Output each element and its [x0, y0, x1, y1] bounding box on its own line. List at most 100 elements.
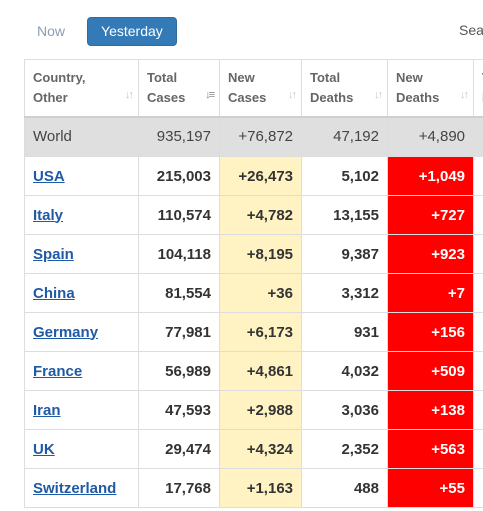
new-deaths-cell: +7 [387, 273, 474, 313]
new-deaths-cell: +509 [387, 351, 474, 391]
total-recovered-cell [473, 156, 483, 196]
new-deaths-cell: +156 [387, 312, 474, 352]
new-cases-cell: +4,324 [219, 429, 302, 469]
total-recovered-cell [473, 390, 483, 430]
world-total-cases: 935,197 [138, 115, 220, 157]
header-new-cases-line2: Cases [228, 89, 267, 105]
new-cases-cell: +8,195 [219, 234, 302, 274]
new-deaths-cell: +923 [387, 234, 474, 274]
header-total-cases-line2: Cases [147, 89, 186, 105]
total-cases-cell: 29,474 [138, 429, 220, 469]
header-total-cases[interactable]: Total Cases ↓≡ [138, 59, 220, 118]
new-cases-cell: +4,782 [219, 195, 302, 235]
new-deaths-cell: +727 [387, 195, 474, 235]
total-deaths-cell: 3,312 [301, 273, 388, 313]
country-cell: Switzerland [24, 468, 139, 508]
header-country-line1: Country, [33, 69, 86, 85]
total-cases-cell: 47,593 [138, 390, 220, 430]
new-cases-cell: +26,473 [219, 156, 302, 196]
new-cases-cell: +2,988 [219, 390, 302, 430]
country-link[interactable]: UK [33, 440, 55, 458]
country-cell: UK [24, 429, 139, 469]
world-new-deaths: +4,890 [387, 115, 474, 157]
tab-now[interactable]: Now [37, 23, 66, 39]
sort-arrows-icon: ↓↑ [288, 88, 297, 101]
total-deaths-cell: 488 [301, 468, 388, 508]
country-cell: France [24, 351, 139, 391]
new-deaths-cell: +1,049 [387, 156, 474, 196]
country-link[interactable]: Spain [33, 245, 74, 263]
total-recovered-cell [473, 234, 483, 274]
table-row: China 81,554 +36 3,312 +7 [24, 273, 483, 313]
header-total-recovered[interactable]: TR [473, 59, 483, 118]
header-new-deaths[interactable]: New Deaths ↓↑ [387, 59, 474, 118]
total-recovered-cell [473, 312, 483, 352]
country-cell: China [24, 273, 139, 313]
header-country[interactable]: Country, Other ↓↑ [24, 59, 139, 118]
sort-arrows-icon: ↓↑ [374, 88, 383, 101]
new-cases-cell: +36 [219, 273, 302, 313]
header-total-deaths-line1: Total [310, 69, 341, 85]
country-cell: Iran [24, 390, 139, 430]
country-link[interactable]: China [33, 284, 75, 302]
total-deaths-cell: 4,032 [301, 351, 388, 391]
country-cell: Italy [24, 195, 139, 235]
total-cases-cell: 81,554 [138, 273, 220, 313]
total-cases-cell: 104,118 [138, 234, 220, 274]
country-cell: Germany [24, 312, 139, 352]
table-row: Germany 77,981 +6,173 931 +156 [24, 312, 483, 352]
total-recovered-cell [473, 468, 483, 508]
header-total-cases-line1: Total [147, 69, 178, 85]
world-total-recovered [473, 115, 483, 157]
new-cases-cell: +1,163 [219, 468, 302, 508]
sort-arrows-icon: ↓↑ [460, 88, 469, 101]
country-link[interactable]: Germany [33, 323, 99, 341]
search-label: Search: [459, 22, 483, 38]
date-tabs: Now Yesterday [24, 17, 177, 46]
total-recovered-cell [473, 195, 483, 235]
table-row: Switzerland 17,768 +1,163 488 +55 [24, 468, 483, 508]
table-row: Iran 47,593 +2,988 3,036 +138 [24, 390, 483, 430]
total-cases-cell: 215,003 [138, 156, 220, 196]
table-row: Spain 104,118 +8,195 9,387 +923 [24, 234, 483, 274]
table-row: Italy 110,574 +4,782 13,155 +727 [24, 195, 483, 235]
new-deaths-cell: +55 [387, 468, 474, 508]
total-recovered-cell [473, 351, 483, 391]
total-cases-cell: 77,981 [138, 312, 220, 352]
total-recovered-cell [473, 273, 483, 313]
total-deaths-cell: 13,155 [301, 195, 388, 235]
new-cases-cell: +6,173 [219, 312, 302, 352]
header-new-cases[interactable]: New Cases ↓↑ [219, 59, 302, 118]
header-total-deaths-line2: Deaths [310, 89, 354, 105]
country-link[interactable]: France [33, 362, 83, 380]
header-country-line2: Other [33, 89, 68, 105]
new-deaths-cell: +563 [387, 429, 474, 469]
table-container: Country, Other ↓↑ Total Cases ↓≡ New Cases … [24, 59, 483, 511]
country-link[interactable]: Iran [33, 401, 61, 419]
tab-yesterday[interactable]: Yesterday [87, 17, 177, 46]
world-new-cases: +76,872 [219, 115, 302, 157]
total-deaths-cell: 931 [301, 312, 388, 352]
total-deaths-cell: 3,036 [301, 390, 388, 430]
header-row: Country, Other ↓↑ Total Cases ↓≡ New Cases … [24, 59, 483, 118]
total-deaths-cell: 2,352 [301, 429, 388, 469]
table-row: France 56,989 +4,861 4,032 +509 [24, 351, 483, 391]
country-link[interactable]: USA [33, 167, 65, 185]
sort-active-icon: ↓≡ [205, 88, 215, 101]
table-row: UK 29,474 +4,324 2,352 +563 [24, 429, 483, 469]
country-cell: Spain [24, 234, 139, 274]
table-row: USA 215,003 +26,473 5,102 +1,049 [24, 156, 483, 196]
header-total-deaths[interactable]: Total Deaths ↓↑ [301, 59, 388, 118]
header-new-deaths-line1: New [396, 69, 423, 85]
world-row: World 935,197 +76,872 47,192 +4,890 [24, 115, 483, 157]
total-cases-cell: 17,768 [138, 468, 220, 508]
country-link[interactable]: Switzerland [33, 479, 117, 497]
world-total-deaths: 47,192 [301, 115, 388, 157]
total-deaths-cell: 5,102 [301, 156, 388, 196]
cases-table: Country, Other ↓↑ Total Cases ↓≡ New Cases … [24, 59, 483, 508]
country-cell: USA [24, 156, 139, 196]
world-country: World [24, 115, 139, 157]
country-link[interactable]: Italy [33, 206, 64, 224]
total-cases-cell: 110,574 [138, 195, 220, 235]
header-new-deaths-line2: Deaths [396, 89, 440, 105]
